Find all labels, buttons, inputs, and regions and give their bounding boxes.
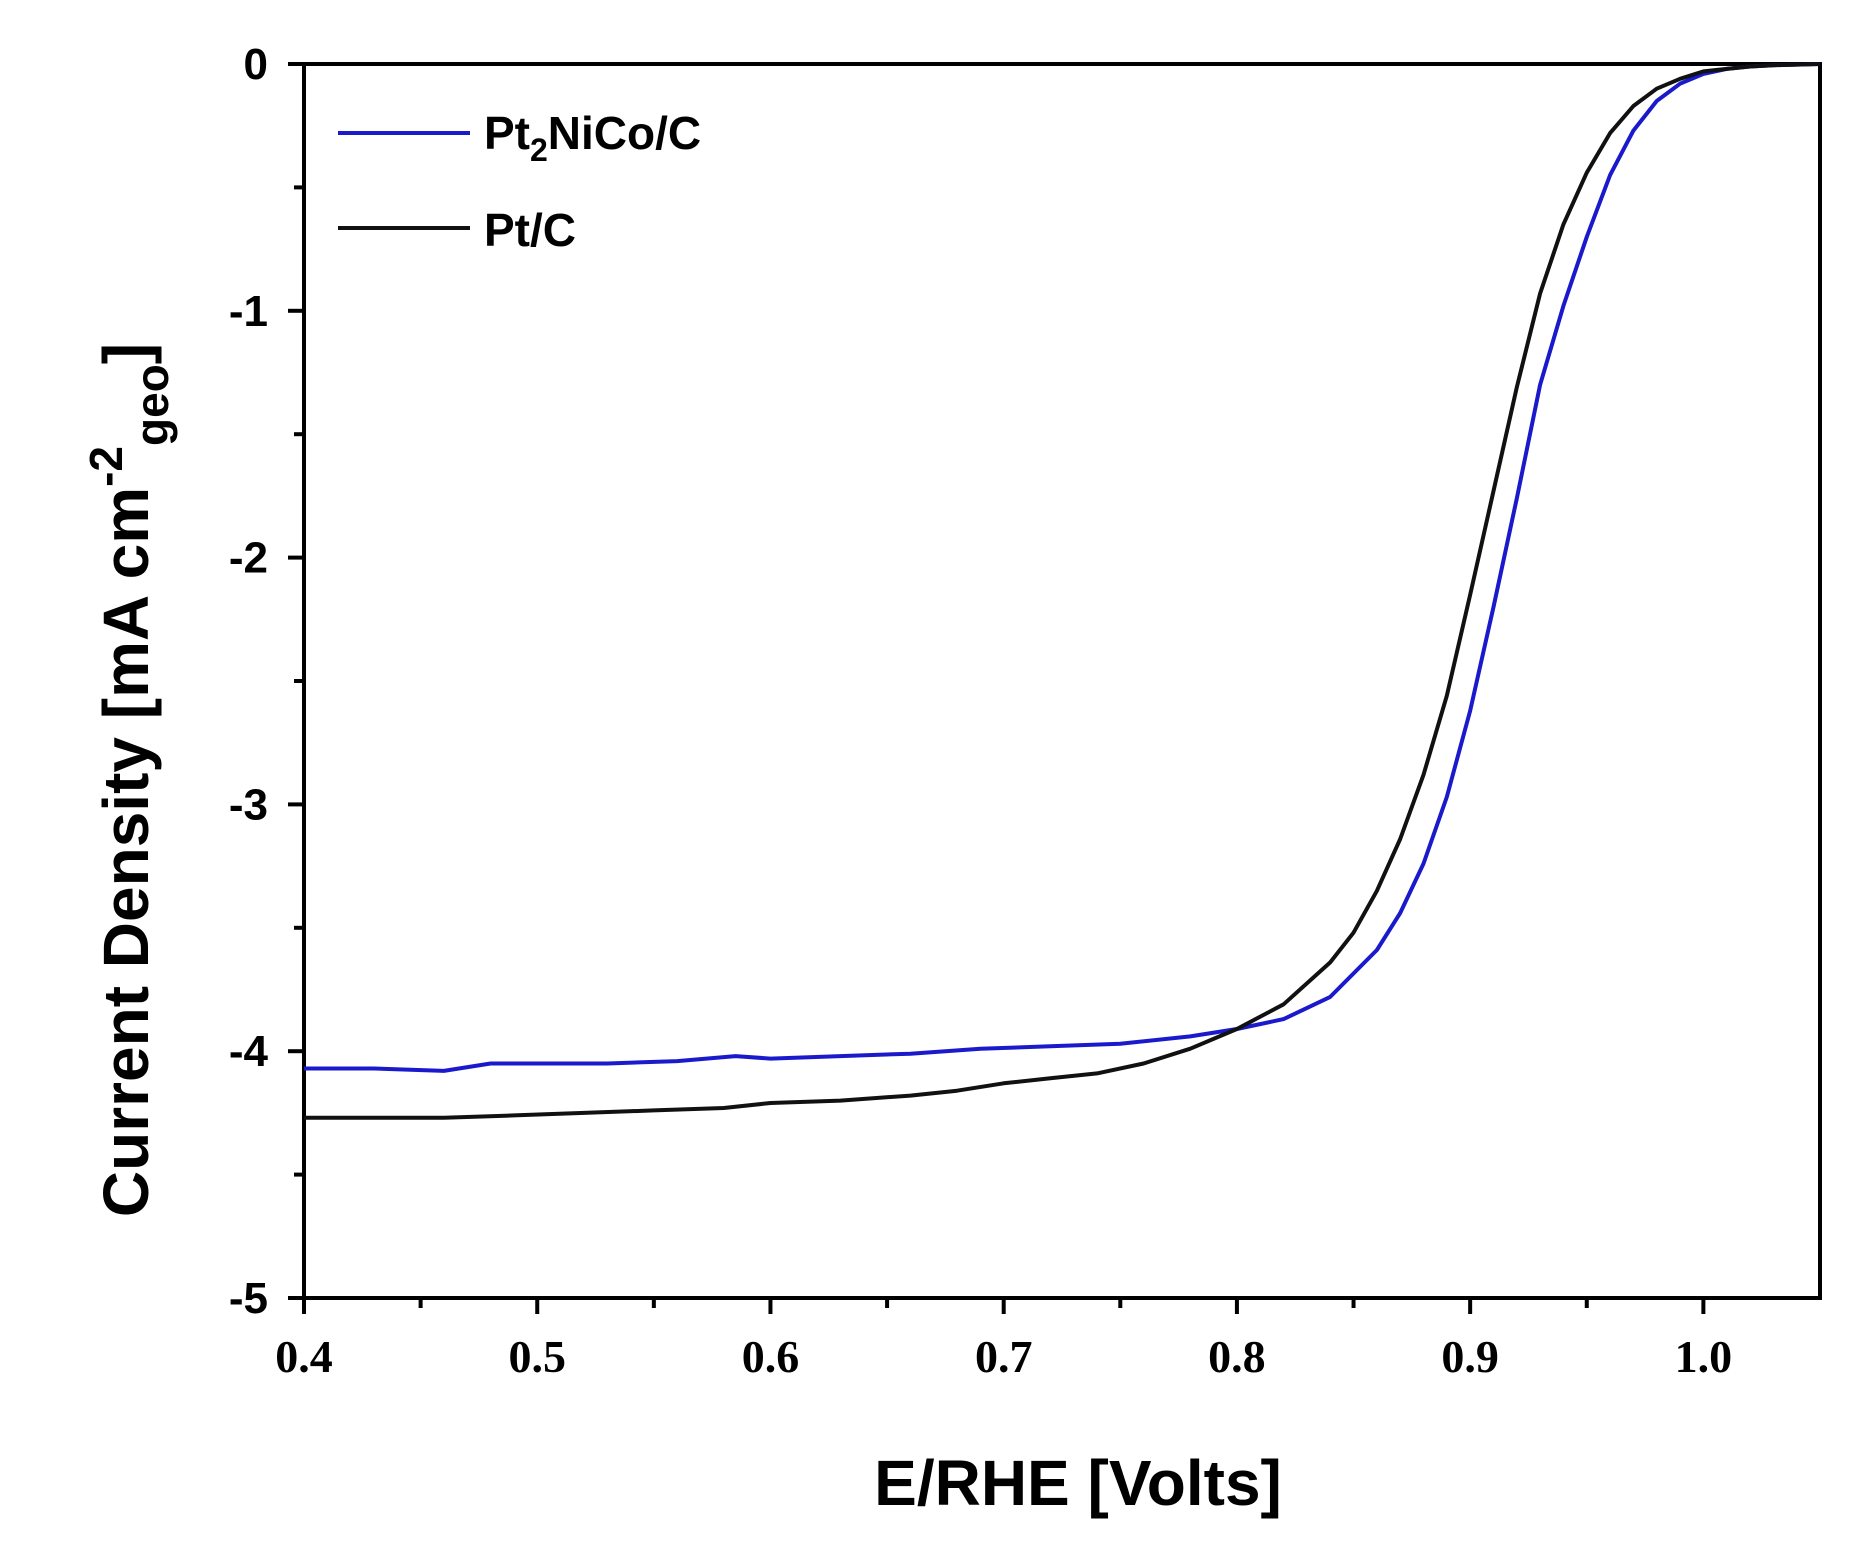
tick-labels: 0.4 0.5 0.6 0.7 0.8 0.9 1.0 0 -1 -2 -3 -4 -5	[229, 40, 1732, 1382]
x-axis-title: E/RHE [Volts]	[874, 1447, 1282, 1519]
tick-marks	[288, 62, 1706, 1314]
y-axis-title-main: Current Density [mA cm	[90, 487, 162, 1217]
legend-label-pt2nico-sub: 2	[530, 132, 548, 168]
x-tick-label: 0.9	[1441, 1331, 1499, 1382]
legend-label-pt2nico-base: Pt	[484, 107, 530, 159]
series-line-ptc	[304, 62, 1821, 1120]
y-tick-label: 0	[244, 40, 268, 89]
x-tick-label: 0.4	[275, 1331, 333, 1382]
x-tick-label: 1.0	[1675, 1331, 1733, 1382]
x-tick-label: 0.5	[508, 1331, 566, 1382]
y-axis-title-sub: geo	[126, 364, 178, 446]
y-tick-label: -2	[229, 534, 268, 583]
y-tick-label: -1	[229, 287, 268, 336]
x-tick-label: 0.7	[975, 1331, 1033, 1382]
y-axis-title-sup: -2	[80, 446, 132, 487]
legend: Pt2NiCo/C Pt/C	[338, 107, 701, 256]
y-tick-label: -4	[229, 1027, 269, 1076]
legend-label-pt2nico-rest: NiCo/C	[548, 107, 701, 159]
x-tick-label: 0.6	[742, 1331, 800, 1382]
series-line-pt2nico	[304, 62, 1821, 1073]
series-lines	[304, 62, 1821, 1120]
legend-label-pt2nico: Pt2NiCo/C	[484, 107, 701, 168]
y-axis-title: Current Density [mA cm-2geo]	[80, 343, 178, 1217]
y-tick-label: -5	[229, 1274, 268, 1323]
y-axis-title-close: ]	[90, 343, 162, 364]
legend-label-ptc: Pt/C	[484, 204, 576, 256]
x-tick-label: 0.8	[1208, 1331, 1266, 1382]
y-tick-label: -3	[229, 780, 268, 829]
